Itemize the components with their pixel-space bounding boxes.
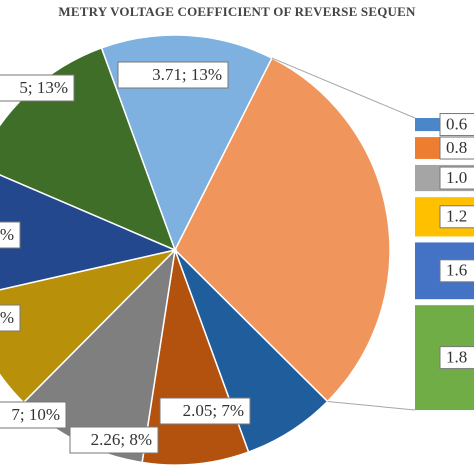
data-label: 7; 10%	[11, 405, 60, 424]
label-box	[439, 113, 474, 137]
pie-slice	[174, 57, 391, 403]
label-box	[159, 397, 251, 425]
pie-slice	[0, 174, 178, 291]
data-label: 1.8	[446, 348, 467, 367]
chart-title: METRY VOLTAGE COEFFICIENT OF REVERSE SEQ…	[58, 4, 416, 19]
data-label: 2.26; 8%	[91, 430, 152, 449]
data-label: 0.8	[446, 138, 467, 157]
data-label: 3.71; 13%	[152, 65, 222, 84]
label-box	[439, 166, 474, 190]
connector-line	[271, 57, 416, 119]
connector-line	[327, 400, 416, 411]
pie-slice	[100, 34, 273, 252]
data-label: 0.6	[446, 114, 467, 133]
label-box	[69, 426, 159, 454]
pie-slice	[0, 248, 178, 404]
data-label: 1.6	[446, 261, 467, 280]
label-box	[439, 346, 474, 370]
label-box	[0, 221, 21, 249]
label-box	[439, 259, 474, 283]
data-label: 1.0	[446, 168, 467, 187]
data-label: 2.05; 7%	[183, 401, 244, 420]
data-label: %	[0, 308, 14, 327]
label-box	[117, 61, 229, 89]
data-label: %	[0, 225, 14, 244]
data-label: 1.2	[446, 207, 467, 226]
label-box	[439, 136, 474, 160]
label-box	[0, 304, 21, 332]
label-box	[0, 401, 67, 429]
label-box	[0, 74, 75, 102]
label-box	[439, 205, 474, 229]
data-label: 5; 13%	[19, 78, 68, 97]
